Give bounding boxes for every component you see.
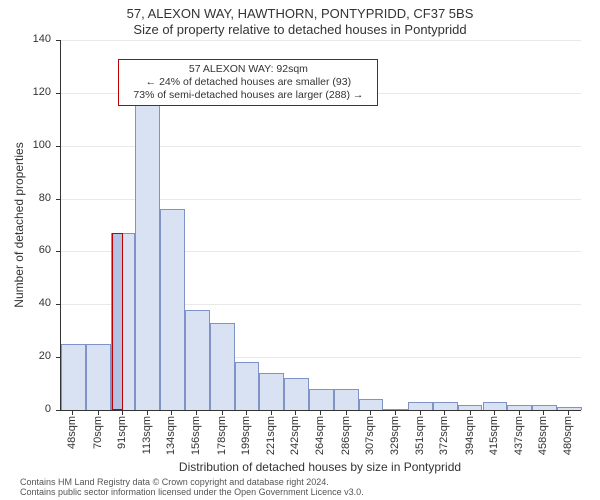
x-tick-label: 394sqm bbox=[464, 416, 476, 455]
x-tick-label: 156sqm bbox=[190, 416, 202, 455]
callout-line3: 73% of semi-detached houses are larger (… bbox=[125, 89, 371, 102]
histogram-bar bbox=[185, 310, 210, 410]
callout-line1: 57 ALEXON WAY: 92sqm bbox=[125, 63, 371, 76]
x-tick-label: 458sqm bbox=[537, 416, 549, 455]
chart-title-main: 57, ALEXON WAY, HAWTHORN, PONTYPRIDD, CF… bbox=[0, 6, 600, 21]
x-tick-label: 437sqm bbox=[513, 416, 525, 455]
y-tick-label: 100 bbox=[33, 139, 51, 151]
highlight-bar bbox=[112, 233, 123, 410]
x-axis-label: Distribution of detached houses by size … bbox=[60, 460, 580, 474]
y-tick-label: 0 bbox=[45, 403, 51, 415]
histogram-bar bbox=[359, 399, 384, 410]
plot-area: 02040608010012014048sqm70sqm91sqm113sqm1… bbox=[60, 40, 581, 411]
histogram-bar bbox=[284, 378, 309, 410]
histogram-bar bbox=[309, 389, 334, 410]
x-tick-label: 286sqm bbox=[340, 416, 352, 455]
x-tick-label: 307sqm bbox=[364, 416, 376, 455]
x-tick-label: 70sqm bbox=[92, 416, 104, 449]
footer-line2: Contains public sector information licen… bbox=[20, 488, 364, 498]
x-tick-label: 351sqm bbox=[414, 416, 426, 455]
histogram-bar bbox=[135, 74, 160, 410]
y-tick-label: 40 bbox=[39, 297, 51, 309]
histogram-bar bbox=[408, 402, 433, 410]
y-axis-label: Number of detached properties bbox=[12, 40, 26, 410]
histogram-bar bbox=[334, 389, 359, 410]
histogram-bar bbox=[61, 344, 86, 410]
y-tick-label: 140 bbox=[33, 33, 51, 45]
gridline bbox=[61, 40, 581, 41]
x-tick-label: 178sqm bbox=[216, 416, 228, 455]
x-tick-label: 48sqm bbox=[66, 416, 78, 449]
x-tick-label: 113sqm bbox=[141, 416, 153, 454]
x-tick-label: 134sqm bbox=[165, 416, 177, 455]
histogram-bar bbox=[160, 209, 185, 410]
x-tick-label: 242sqm bbox=[289, 416, 301, 455]
chart-title-sub: Size of property relative to detached ho… bbox=[0, 22, 600, 37]
x-tick-label: 372sqm bbox=[438, 416, 450, 455]
footer-attribution: Contains HM Land Registry data © Crown c… bbox=[20, 478, 364, 498]
histogram-bar bbox=[483, 402, 508, 410]
chart-container: 57, ALEXON WAY, HAWTHORN, PONTYPRIDD, CF… bbox=[0, 0, 600, 500]
y-tick-label: 20 bbox=[39, 350, 51, 362]
histogram-bar bbox=[532, 405, 557, 410]
histogram-bar bbox=[235, 362, 260, 410]
callout-box: 57 ALEXON WAY: 92sqm← 24% of detached ho… bbox=[118, 59, 378, 106]
x-tick-label: 329sqm bbox=[389, 416, 401, 455]
x-tick-label: 199sqm bbox=[240, 416, 252, 455]
x-tick-label: 221sqm bbox=[265, 416, 277, 455]
histogram-bar bbox=[259, 373, 284, 410]
y-tick-label: 60 bbox=[39, 244, 51, 256]
histogram-bar bbox=[433, 402, 458, 410]
callout-line2: ← 24% of detached houses are smaller (93… bbox=[125, 76, 371, 89]
x-tick-label: 415sqm bbox=[488, 416, 500, 455]
x-tick-label: 264sqm bbox=[314, 416, 326, 455]
histogram-bar bbox=[86, 344, 111, 410]
x-tick-label: 91sqm bbox=[116, 416, 128, 449]
x-tick-label: 480sqm bbox=[562, 416, 574, 455]
histogram-bar bbox=[210, 323, 235, 410]
y-tick-label: 120 bbox=[33, 86, 51, 98]
y-tick-label: 80 bbox=[39, 192, 51, 204]
